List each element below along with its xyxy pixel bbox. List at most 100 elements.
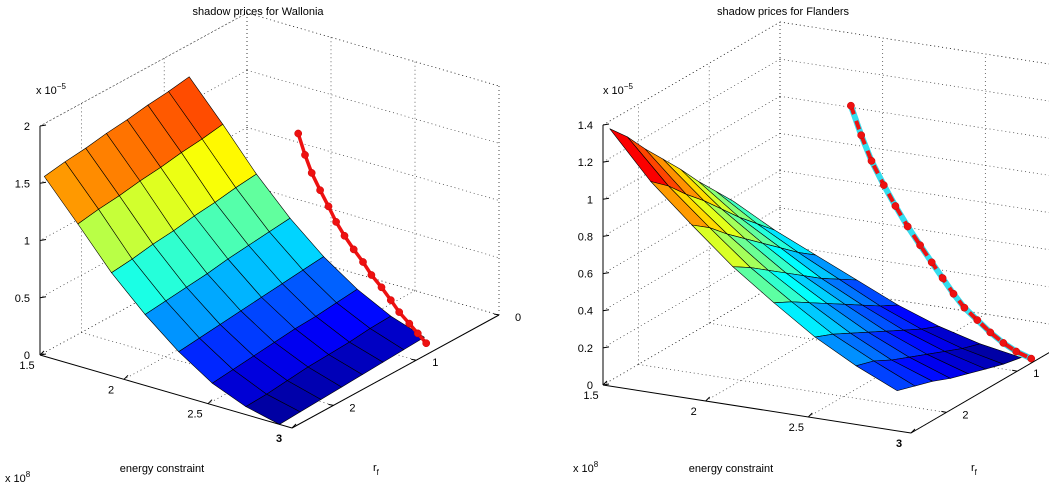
x-axis-label: energy constraint <box>689 463 773 475</box>
chart-title: shadow prices for Flanders <box>717 6 850 18</box>
z-tick <box>602 234 610 237</box>
z-tick <box>39 124 47 127</box>
gridline <box>246 69 500 144</box>
gridline <box>123 265 332 380</box>
z-tick-label: 0.4 <box>578 306 593 318</box>
y-axis <box>291 314 500 429</box>
path-marker <box>359 258 367 266</box>
y-tick-label: 1 <box>432 357 438 369</box>
z-tick-label: 1.2 <box>578 157 593 169</box>
path-marker <box>349 245 358 254</box>
path-marker <box>891 202 900 210</box>
path-marker <box>367 271 376 279</box>
path-marker <box>903 222 912 231</box>
y-tick <box>493 313 500 316</box>
gridline <box>779 170 1049 213</box>
path-marker <box>927 258 936 267</box>
gridline <box>39 241 248 356</box>
z-tick <box>602 383 610 386</box>
gridline <box>602 281 781 386</box>
path-marker <box>916 241 924 250</box>
z-tick <box>39 239 47 241</box>
gridline <box>779 58 1049 102</box>
x-tick <box>207 399 213 405</box>
z-tick-label: 2 <box>24 121 30 133</box>
surface-patch <box>855 360 916 392</box>
y-tick-label: 0 <box>515 312 521 324</box>
z-tick-label: 1 <box>24 236 30 248</box>
y-axis <box>910 352 1049 434</box>
gridline <box>39 184 248 299</box>
z-tick <box>602 346 610 349</box>
x-tick <box>602 380 608 386</box>
y-tick-label: 2 <box>962 409 968 421</box>
path-marker <box>307 169 316 177</box>
plot-wallonia: 0 0.5 1 1.5 2 1.5 2 2.5 3 0 1 2 shadow prices for W… <box>5 6 521 485</box>
path-marker <box>879 181 888 189</box>
z-tick-label: 1.5 <box>15 178 30 190</box>
x-axis <box>602 384 912 434</box>
x-multiplier: x 108 <box>573 460 599 475</box>
z-multiplier: x 10−5 <box>603 82 633 97</box>
y-axis-label: rf <box>971 462 978 477</box>
y-tick <box>941 410 947 413</box>
gridline <box>779 21 1049 65</box>
box-edge <box>602 21 781 126</box>
box-edge <box>39 12 248 127</box>
x-tick <box>39 350 45 356</box>
z-tick <box>39 296 47 299</box>
path-marker <box>340 231 349 240</box>
y-tick <box>1012 369 1018 372</box>
y-tick-label: 2 <box>349 402 355 414</box>
path-marker <box>301 151 309 159</box>
path-line <box>849 105 1033 361</box>
path-marker <box>857 131 866 140</box>
gridline <box>602 281 781 386</box>
path-marker <box>986 328 995 337</box>
x-tick-label: 2.5 <box>789 422 804 434</box>
path-marker <box>294 129 303 138</box>
x-axis <box>39 354 293 429</box>
z-tick <box>602 272 610 275</box>
x-tick-label: 1.5 <box>19 360 34 372</box>
x-tick <box>807 412 813 418</box>
path-marker <box>324 202 333 211</box>
z-tick-label: 1 <box>587 194 593 206</box>
gridline <box>779 95 1049 139</box>
x-tick <box>291 423 297 429</box>
z-tick-label: 0.5 <box>15 293 30 305</box>
path-marker <box>413 329 422 338</box>
chart-title: shadow prices for Wallonia <box>192 6 324 18</box>
z-multiplier: x 10−5 <box>36 82 66 97</box>
x-tick-label: 2.5 <box>187 409 202 421</box>
x-tick-label: 3 <box>896 438 902 450</box>
z-tick-label: 0.6 <box>578 269 593 281</box>
path-marker <box>999 339 1008 347</box>
path-marker <box>405 319 414 328</box>
z-tick <box>39 353 47 356</box>
x-tick <box>123 374 129 380</box>
x-tick <box>705 396 711 402</box>
box-edge <box>246 12 500 87</box>
path-marker <box>395 308 404 316</box>
z-tick-label: 1.4 <box>578 120 593 132</box>
path-line <box>296 132 428 345</box>
box-edge <box>779 21 1049 65</box>
x-tick <box>910 428 916 434</box>
x-multiplier: x 108 <box>5 470 31 485</box>
path-marker <box>422 339 431 348</box>
z-tick-label: 0.8 <box>578 231 593 243</box>
z-tick-label: 0 <box>587 380 593 392</box>
z-tick <box>602 123 610 126</box>
z-tick <box>39 181 47 184</box>
gridline <box>602 21 781 126</box>
y-tick-label: 1 <box>1033 368 1039 380</box>
y-tick <box>328 403 334 406</box>
gridline <box>39 127 248 241</box>
z-tick-label: 0.2 <box>578 343 593 355</box>
x-axis-label: energy constraint <box>120 463 204 475</box>
path-marker <box>867 157 876 165</box>
gridline <box>779 133 1049 176</box>
x-tick-label: 1.5 <box>583 390 598 402</box>
